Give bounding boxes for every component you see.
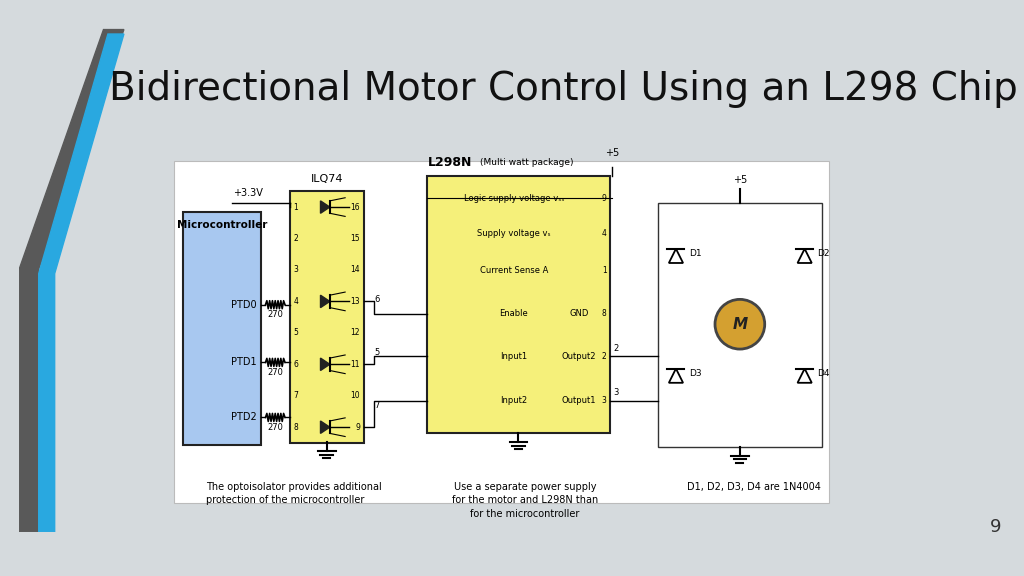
Text: D3: D3 <box>689 369 701 377</box>
Polygon shape <box>321 358 330 370</box>
Bar <box>427 176 610 433</box>
Text: 4: 4 <box>294 297 298 306</box>
Text: PTD1: PTD1 <box>231 357 257 367</box>
Bar <box>174 161 828 503</box>
Polygon shape <box>19 29 124 532</box>
Text: 5: 5 <box>294 328 298 338</box>
Text: Input2: Input2 <box>501 396 527 405</box>
Text: 10: 10 <box>350 391 360 400</box>
Text: D1, D2, D3, D4 are 1N4004: D1, D2, D3, D4 are 1N4004 <box>687 482 821 492</box>
Text: 6: 6 <box>374 295 380 304</box>
Text: 5: 5 <box>374 348 380 357</box>
Text: 270: 270 <box>267 367 284 377</box>
Text: PTD0: PTD0 <box>231 300 257 310</box>
Text: 2: 2 <box>602 352 607 361</box>
Text: 6: 6 <box>294 360 298 369</box>
Text: 9: 9 <box>602 194 607 203</box>
Text: Output2: Output2 <box>562 352 596 361</box>
Text: Enable: Enable <box>500 309 528 318</box>
Text: D4: D4 <box>817 369 829 377</box>
Polygon shape <box>39 34 124 532</box>
Text: 1: 1 <box>602 267 607 275</box>
Text: Logic supply voltage vₛₛ: Logic supply voltage vₛₛ <box>464 194 564 203</box>
Text: 8: 8 <box>602 309 607 318</box>
Text: 1: 1 <box>294 203 298 211</box>
Polygon shape <box>321 295 330 308</box>
Text: +5: +5 <box>605 148 620 158</box>
Text: 14: 14 <box>350 266 360 274</box>
Text: 2: 2 <box>294 234 298 243</box>
Text: 270: 270 <box>267 423 284 432</box>
Text: 15: 15 <box>350 234 360 243</box>
Text: The optoisolator provides additional
protection of the microcontroller: The optoisolator provides additional pro… <box>207 482 382 505</box>
Bar <box>290 191 364 443</box>
Bar <box>183 211 260 445</box>
Text: Supply voltage vₛ: Supply voltage vₛ <box>477 229 551 238</box>
Circle shape <box>715 300 765 349</box>
Text: L298N: L298N <box>428 156 473 169</box>
Text: Use a separate power supply
for the motor and L298N than
for the microcontroller: Use a separate power supply for the moto… <box>452 482 598 518</box>
Text: 2: 2 <box>613 344 618 353</box>
Polygon shape <box>321 421 330 433</box>
Text: D2: D2 <box>817 249 829 257</box>
Text: PTD2: PTD2 <box>231 412 257 422</box>
Text: (Multi watt package): (Multi watt package) <box>480 158 573 167</box>
Text: Bidirectional Motor Control Using an L298 Chip: Bidirectional Motor Control Using an L29… <box>109 70 1018 108</box>
Text: Output1: Output1 <box>562 396 596 405</box>
Text: D1: D1 <box>689 249 701 257</box>
Text: 7: 7 <box>374 401 380 410</box>
Text: +5: +5 <box>733 175 746 185</box>
Text: 8: 8 <box>294 423 298 431</box>
Text: 270: 270 <box>267 310 284 319</box>
Text: 3: 3 <box>613 388 618 397</box>
Text: Current Sense A: Current Sense A <box>480 267 548 275</box>
Text: 12: 12 <box>350 328 360 338</box>
Text: M: M <box>732 317 748 332</box>
Text: 7: 7 <box>294 391 298 400</box>
Bar <box>658 203 822 447</box>
Text: GND: GND <box>569 309 589 318</box>
Text: Microcontroller: Microcontroller <box>177 220 267 230</box>
Text: 9: 9 <box>355 423 360 431</box>
Text: 3: 3 <box>294 266 298 274</box>
Text: ILQ74: ILQ74 <box>310 174 343 184</box>
Text: Input1: Input1 <box>501 352 527 361</box>
Text: 13: 13 <box>350 297 360 306</box>
Text: 3: 3 <box>602 396 607 405</box>
Text: 16: 16 <box>350 203 360 211</box>
Text: 4: 4 <box>602 229 607 238</box>
Text: +3.3V: +3.3V <box>233 188 263 198</box>
Text: 9: 9 <box>990 518 1001 536</box>
Polygon shape <box>321 201 330 213</box>
Text: 11: 11 <box>350 360 360 369</box>
